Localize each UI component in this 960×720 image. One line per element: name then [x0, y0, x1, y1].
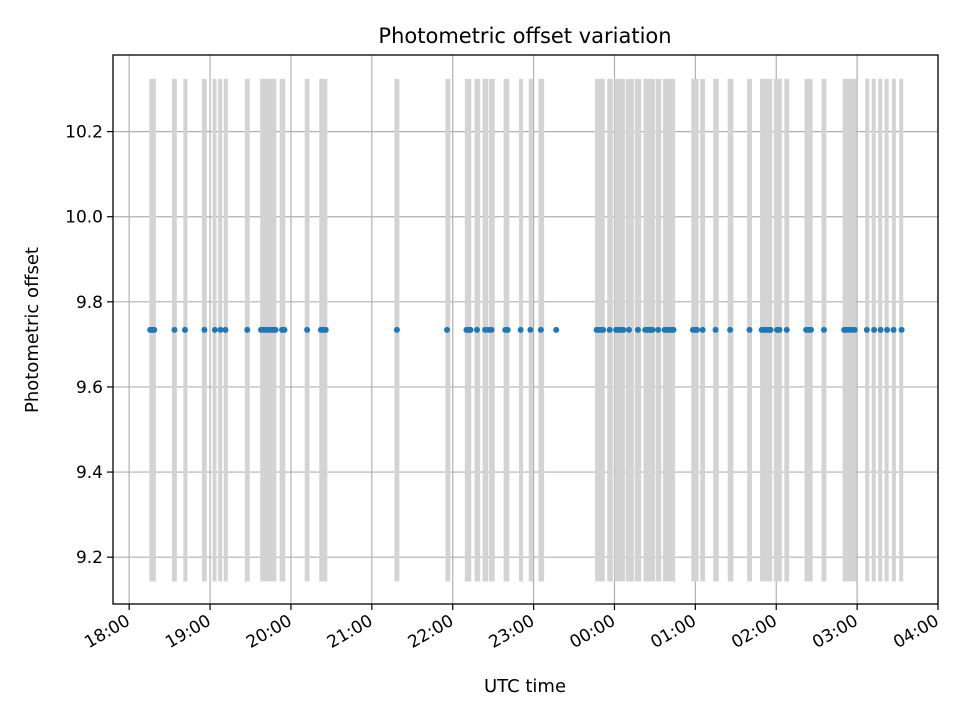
x-tick-label-8: 02:00 — [728, 611, 780, 653]
data-point-0-88 — [898, 326, 905, 333]
data-point-0-23 — [393, 326, 400, 333]
data-point-0-2 — [151, 326, 158, 333]
data-point-0-73 — [783, 326, 790, 333]
data-point-0-35 — [527, 326, 534, 333]
data-point-0-36 — [537, 326, 544, 333]
x-tick-label-9: 03:00 — [809, 611, 861, 653]
y-axis-ticks: 9.2 9.4 9.6 9.8 10.0 10.2 — [65, 123, 113, 568]
data-point-0-27 — [467, 326, 474, 333]
plot-frame — [112, 54, 939, 605]
data-point-0-64 — [727, 326, 734, 333]
y-tick-label-2: 9.6 — [76, 378, 103, 398]
x-tick-label-10: 04:00 — [890, 611, 942, 653]
data-point-0-19 — [304, 326, 311, 333]
data-points — [147, 326, 905, 333]
data-point-0-5 — [201, 326, 208, 333]
data-point-0-62 — [699, 326, 706, 333]
data-point-0-52 — [649, 326, 656, 333]
data-point-0-63 — [712, 326, 719, 333]
data-point-0-4 — [181, 326, 188, 333]
x-tick-label-5: 23:00 — [486, 611, 538, 653]
y-tick-label-4: 10.0 — [65, 208, 103, 228]
x-axis-ticks: 18:00 19:00 20:00 21:00 22:00 23:00 00:00 01:00… — [81, 604, 943, 653]
data-point-0-61 — [693, 326, 700, 333]
x-tick-label-6: 00:00 — [567, 611, 619, 653]
data-point-0-9 — [244, 326, 251, 333]
data-point-0-83 — [863, 326, 870, 333]
data-point-0-6 — [211, 326, 218, 333]
data-point-0-48 — [634, 326, 641, 333]
data-point-0-41 — [600, 326, 607, 333]
y-tick-label-0: 9.2 — [76, 548, 103, 568]
x-tick-label-1: 19:00 — [162, 611, 214, 653]
grid-lines — [113, 55, 939, 604]
x-tick-label-2: 20:00 — [243, 611, 295, 653]
y-axis-label: Photometric offset — [22, 247, 43, 413]
data-point-0-72 — [776, 326, 783, 333]
data-point-0-37 — [553, 326, 560, 333]
data-point-0-86 — [884, 326, 891, 333]
data-point-0-42 — [606, 326, 613, 333]
y-tick-label-5: 10.2 — [65, 123, 103, 143]
y-tick-label-3: 9.8 — [76, 293, 103, 313]
data-point-0-24 — [444, 326, 451, 333]
data-point-0-65 — [746, 326, 753, 333]
x-tick-label-0: 18:00 — [81, 611, 133, 653]
data-point-0-31 — [488, 326, 495, 333]
data-point-0-53 — [655, 326, 662, 333]
data-point-0-18 — [281, 326, 288, 333]
data-point-0-8 — [222, 326, 229, 333]
data-point-0-82 — [851, 326, 858, 333]
data-point-0-85 — [877, 326, 884, 333]
data-point-0-70 — [767, 326, 774, 333]
data-point-0-77 — [820, 326, 827, 333]
data-point-0-34 — [517, 326, 524, 333]
data-point-0-47 — [626, 326, 633, 333]
x-tick-label-7: 01:00 — [647, 611, 699, 653]
data-point-0-22 — [322, 326, 329, 333]
data-point-0-87 — [890, 326, 897, 333]
x-axis-label: UTC time — [484, 676, 566, 697]
data-point-0-76 — [808, 326, 815, 333]
data-point-0-7 — [217, 326, 224, 333]
data-point-0-28 — [473, 326, 480, 333]
chart-title: Photometric offset variation — [378, 24, 671, 48]
data-point-0-33 — [504, 326, 511, 333]
data-point-0-84 — [871, 326, 878, 333]
data-point-0-46 — [620, 326, 627, 333]
data-point-0-3 — [171, 326, 178, 333]
data-point-0-58 — [670, 326, 677, 333]
y-tick-label-1: 9.4 — [76, 463, 103, 483]
x-tick-label-4: 22:00 — [405, 611, 457, 653]
x-tick-label-3: 21:00 — [324, 611, 376, 653]
data-point-0-16 — [272, 326, 279, 333]
